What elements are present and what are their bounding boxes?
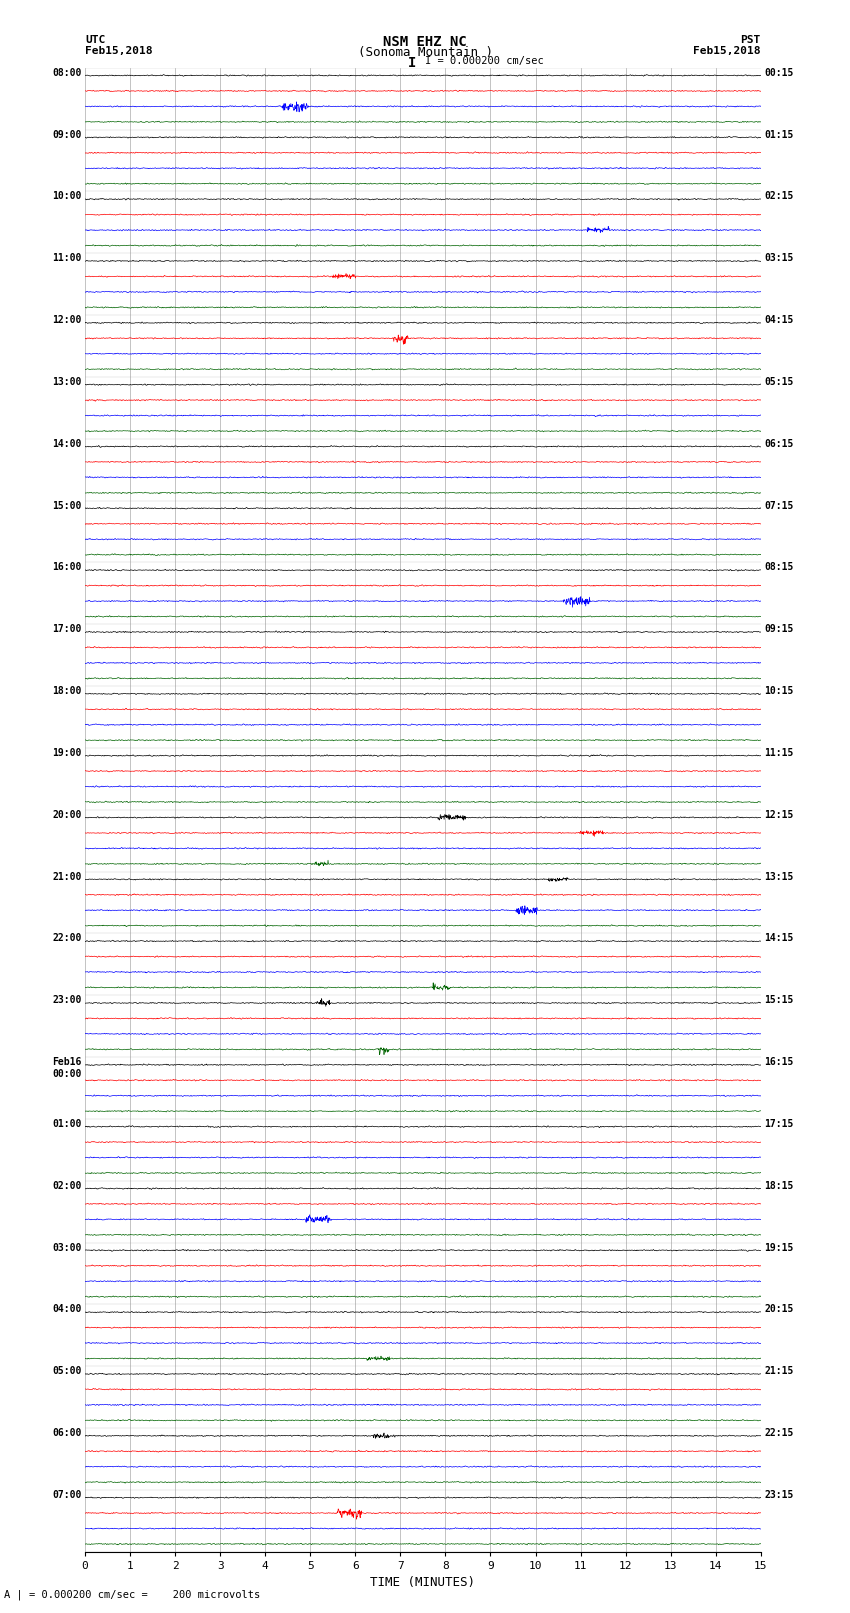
Text: 10:00: 10:00 (52, 192, 82, 202)
Text: 07:15: 07:15 (764, 500, 794, 511)
Text: 13:00: 13:00 (52, 377, 82, 387)
Text: 09:00: 09:00 (52, 129, 82, 140)
Text: 07:00: 07:00 (52, 1490, 82, 1500)
Text: 22:15: 22:15 (764, 1428, 794, 1439)
Text: 18:15: 18:15 (764, 1181, 794, 1190)
Text: UTC: UTC (85, 35, 105, 45)
Text: 22:00: 22:00 (52, 934, 82, 944)
Text: 10:15: 10:15 (764, 686, 794, 697)
Text: 05:00: 05:00 (52, 1366, 82, 1376)
Text: (Sonoma Mountain ): (Sonoma Mountain ) (358, 45, 492, 60)
Text: 12:15: 12:15 (764, 810, 794, 819)
Text: 15:15: 15:15 (764, 995, 794, 1005)
Text: 21:00: 21:00 (52, 871, 82, 882)
Text: 02:00: 02:00 (52, 1181, 82, 1190)
Text: 20:15: 20:15 (764, 1305, 794, 1315)
Text: 11:15: 11:15 (764, 748, 794, 758)
Text: 11:00: 11:00 (52, 253, 82, 263)
Text: 03:15: 03:15 (764, 253, 794, 263)
Text: 17:15: 17:15 (764, 1119, 794, 1129)
Text: NSM EHZ NC: NSM EHZ NC (383, 35, 467, 48)
Text: 05:15: 05:15 (764, 377, 794, 387)
Text: 06:15: 06:15 (764, 439, 794, 448)
Text: 20:00: 20:00 (52, 810, 82, 819)
Text: 04:15: 04:15 (764, 315, 794, 326)
Text: 02:15: 02:15 (764, 192, 794, 202)
Text: 08:00: 08:00 (52, 68, 82, 77)
Text: 19:00: 19:00 (52, 748, 82, 758)
Text: A | = 0.000200 cm/sec =    200 microvolts: A | = 0.000200 cm/sec = 200 microvolts (4, 1589, 260, 1600)
Text: I = 0.000200 cm/sec: I = 0.000200 cm/sec (425, 56, 544, 66)
Text: Feb15,2018: Feb15,2018 (85, 45, 152, 56)
Text: 23:00: 23:00 (52, 995, 82, 1005)
Text: 16:00: 16:00 (52, 563, 82, 573)
Text: 21:15: 21:15 (764, 1366, 794, 1376)
Text: 13:15: 13:15 (764, 871, 794, 882)
Text: 04:00: 04:00 (52, 1305, 82, 1315)
Text: 16:15: 16:15 (764, 1057, 794, 1068)
Text: 01:00: 01:00 (52, 1119, 82, 1129)
Text: 06:00: 06:00 (52, 1428, 82, 1439)
Text: 17:00: 17:00 (52, 624, 82, 634)
Text: I: I (408, 56, 416, 71)
Text: 14:00: 14:00 (52, 439, 82, 448)
Text: 15:00: 15:00 (52, 500, 82, 511)
Text: 19:15: 19:15 (764, 1242, 794, 1253)
Text: 14:15: 14:15 (764, 934, 794, 944)
Text: Feb16
00:00: Feb16 00:00 (52, 1057, 82, 1079)
Text: 18:00: 18:00 (52, 686, 82, 697)
Text: 03:00: 03:00 (52, 1242, 82, 1253)
Text: 01:15: 01:15 (764, 129, 794, 140)
X-axis label: TIME (MINUTES): TIME (MINUTES) (371, 1576, 475, 1589)
Text: 08:15: 08:15 (764, 563, 794, 573)
Text: PST: PST (740, 35, 761, 45)
Text: 00:15: 00:15 (764, 68, 794, 77)
Text: 23:15: 23:15 (764, 1490, 794, 1500)
Text: Feb15,2018: Feb15,2018 (694, 45, 761, 56)
Text: 12:00: 12:00 (52, 315, 82, 326)
Text: 09:15: 09:15 (764, 624, 794, 634)
